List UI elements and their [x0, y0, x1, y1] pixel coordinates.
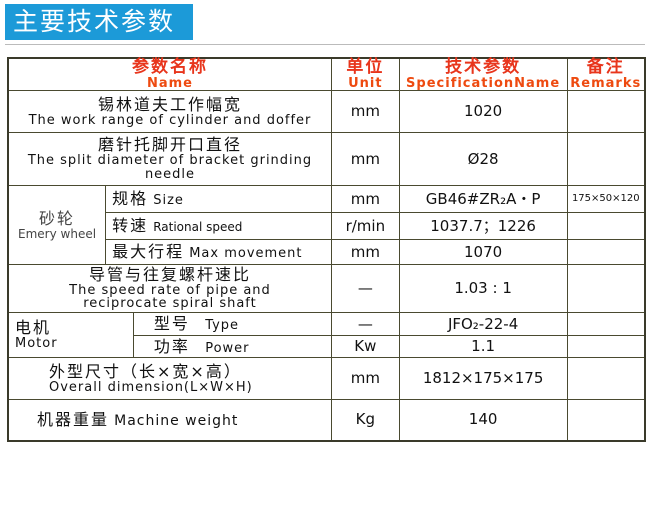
header-name-en: Name: [146, 75, 193, 91]
spec-table: 参数名称 Name 单位 Unit 技术参数 SpecificationName 备注…: [7, 57, 646, 442]
row-spec: GB46#ZR₂A・P: [398, 185, 568, 214]
table-row: 锡林道夫工作幅宽 The work range of cylinder and d…: [7, 90, 646, 134]
row-unit: Kw: [330, 335, 400, 359]
row-name-en: The work range of cylinder and doffer: [28, 112, 312, 128]
row-name-cn: 功率: [153, 336, 190, 356]
group-name-cn: 砂轮: [39, 208, 76, 228]
header-name-cn: 参数名称: [131, 57, 208, 77]
row-name-cn: 型号: [153, 314, 190, 334]
row-spec: 1.03 : 1: [398, 264, 568, 314]
row-spec: 1812×175×175: [398, 357, 568, 401]
group-name-en: Motor: [15, 336, 58, 352]
row-spec: JFO₂-22-4: [398, 312, 568, 337]
section-title: 主要技术参数: [5, 4, 193, 40]
row-name-en: Size: [153, 193, 184, 209]
row-name-en: The speed rate of pipe and reciprocate s…: [69, 282, 271, 312]
table-row: 转速 Rational speed r/min 1037.7；1226: [8, 212, 646, 241]
row-unit: —: [330, 264, 400, 314]
row-name-cn: 磨针托脚开口直径: [97, 135, 242, 155]
row-name-en: Machine weight: [114, 412, 239, 429]
row-name-en: Type: [205, 318, 240, 334]
table-header: 参数名称 Name 单位 Unit 技术参数 SpecificationName 备注…: [7, 57, 646, 92]
row-unit: mm: [330, 90, 400, 134]
row-name-en: Rational speed: [153, 220, 243, 235]
row-unit: mm: [330, 132, 400, 187]
header-spec-en: SpecificationName: [406, 75, 561, 91]
table-row: 机器重量 Machine weight Kg 140: [7, 399, 646, 442]
row-unit: —: [330, 312, 400, 337]
row-spec: 140: [398, 399, 568, 442]
row-name-cn: 最大行程: [112, 242, 185, 262]
row-unit: mm: [330, 185, 400, 214]
table-row: 电机 Motor 型号 Type — JFO₂-22-4: [7, 312, 646, 359]
header-spec-cn: 技术参数: [445, 57, 522, 77]
row-unit: Kg: [330, 399, 400, 442]
table-row: 磨针托脚开口直径 The split diameter of bracket gr…: [7, 132, 646, 187]
row-name-en: Overall dimension(L×W×H): [49, 379, 253, 395]
row-name-cn: 规格: [112, 189, 149, 209]
row-spec: 1020: [398, 90, 568, 134]
group-name-en: Emery wheel: [18, 226, 97, 241]
row-spec: Ø28: [398, 132, 568, 187]
row-name-cn: 机器重量: [37, 409, 110, 429]
divider: [5, 44, 645, 45]
row-name-en: Max movement: [189, 246, 303, 262]
row-name-cn: 外型尺寸（长×宽×高）: [49, 361, 242, 381]
header-unit-en: Unit: [348, 75, 383, 91]
row-name-cn: 锡林道夫工作幅宽: [97, 94, 242, 114]
table-row: 导管与往复螺杆速比 The speed rate of pipe and reci…: [7, 264, 646, 314]
row-name-en: The split diameter of bracket grinding n…: [27, 153, 313, 182]
row-unit: mm: [330, 357, 400, 401]
row-unit: r/min: [330, 212, 400, 241]
table-row: 砂轮 Emery wheel 规格 Size mm GB46#ZR₂A・P 175…: [7, 185, 646, 266]
group-name-cn: 电机: [15, 318, 52, 338]
table-row: 外型尺寸（长×宽×高） Overall dimension(L×W×H) mm 1…: [7, 357, 646, 401]
row-unit: mm: [330, 239, 400, 266]
row-name-en: Power: [205, 340, 250, 356]
row-spec: 1.1: [398, 335, 568, 359]
row-spec: 1037.7；1226: [398, 212, 568, 241]
table-row: 最大行程 Max movement mm 1070: [8, 239, 646, 266]
header-unit-cn: 单位: [346, 57, 385, 77]
header-remarks-en: Remarks: [570, 75, 642, 91]
header-remarks-cn: 备注: [586, 57, 625, 77]
row-name-cn: 导管与往复螺杆速比: [88, 264, 251, 284]
row-name-cn: 转速: [112, 216, 149, 236]
row-remark: 175×50×120: [566, 185, 646, 214]
row-spec: 1070: [398, 239, 568, 266]
